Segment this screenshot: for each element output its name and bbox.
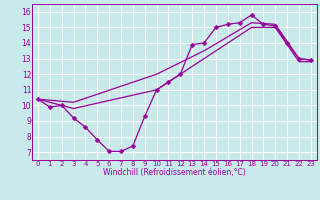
X-axis label: Windchill (Refroidissement éolien,°C): Windchill (Refroidissement éolien,°C) bbox=[103, 168, 246, 177]
